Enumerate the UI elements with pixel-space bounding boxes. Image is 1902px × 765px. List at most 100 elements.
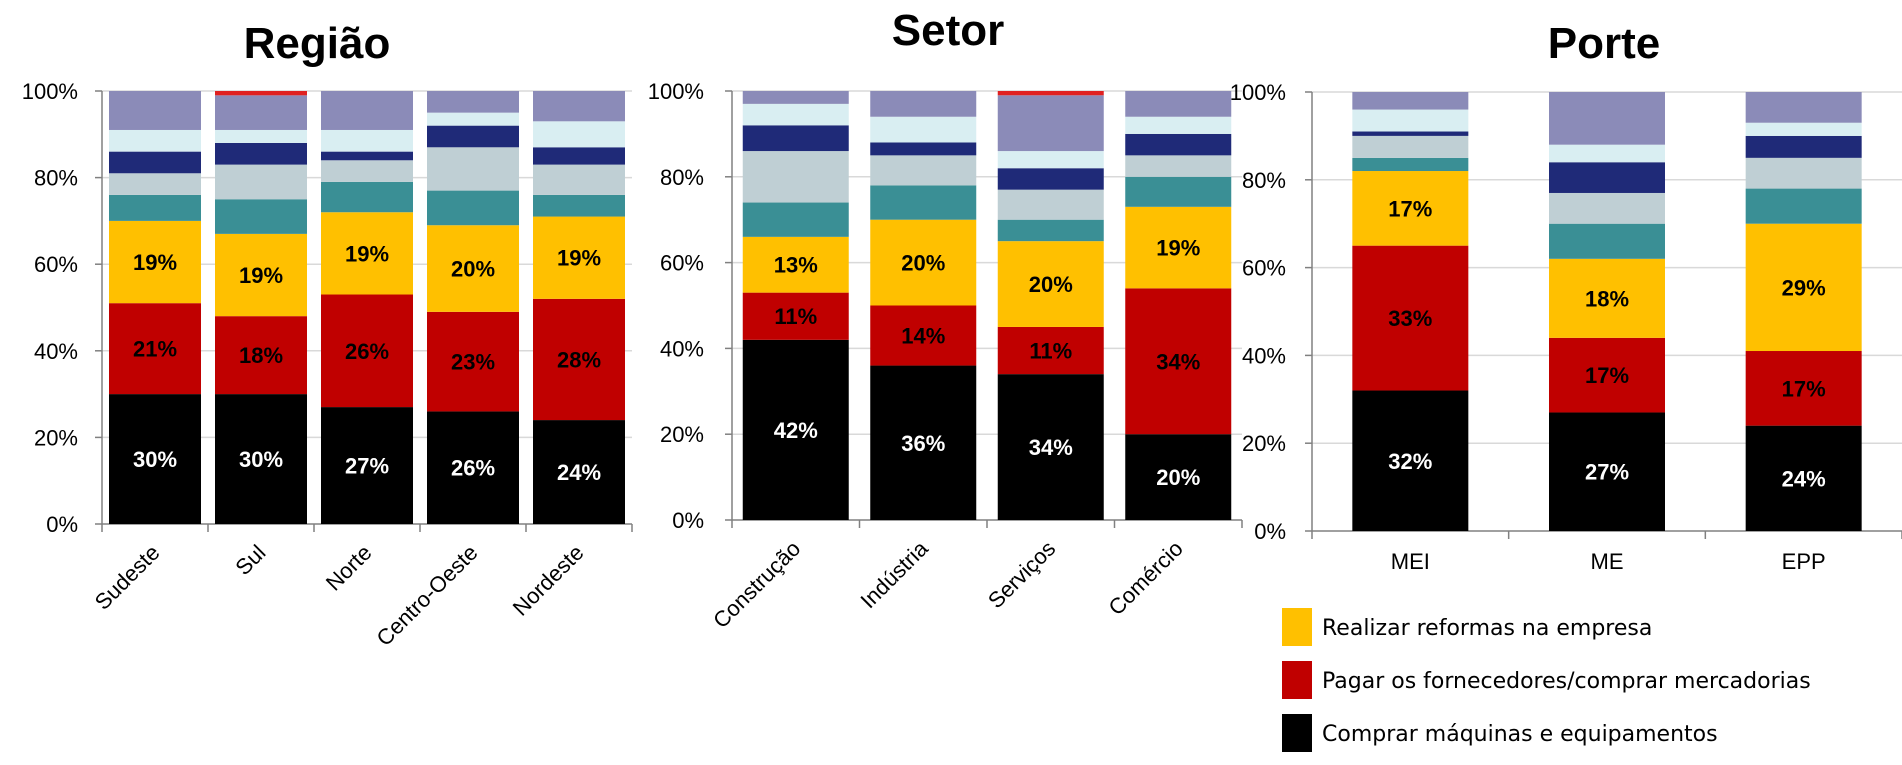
bar-segment-comercio-2 <box>1125 206 1232 289</box>
data-label: 19% <box>557 246 601 271</box>
bar-segment-sul-4 <box>215 164 307 200</box>
bar-segment-construcao-4 <box>742 151 849 203</box>
y-tick-label: 80% <box>34 166 78 191</box>
data-label: 17% <box>1585 363 1629 388</box>
chart-title: Porte <box>1548 19 1660 68</box>
legend-swatch <box>1282 608 1312 646</box>
data-label: 18% <box>239 343 283 368</box>
chart-regiao: Região 0% 20% 40% 60% 80% 100% 30% 21% 19% Sudeste… <box>22 19 633 651</box>
x-tick-label: Comércio <box>1104 536 1188 620</box>
bar-segment-nordeste-5 <box>533 147 625 165</box>
bar-segment-servicos-7 <box>997 95 1104 152</box>
bar-segment-norte-6 <box>321 129 413 152</box>
bar-segment-me-2 <box>1549 258 1665 338</box>
y-tick-label: 40% <box>34 339 78 364</box>
legend: Realizar reformas na empresa Pagar os for… <box>1282 608 1811 752</box>
data-label: 24% <box>1782 466 1826 491</box>
data-label: 20% <box>1029 272 1073 297</box>
bar-segment-nordeste-0 <box>533 420 625 524</box>
y-tick-label: 60% <box>34 252 78 277</box>
bar-segment-centro-oeste-2 <box>427 225 519 312</box>
bar-segment-sul-7 <box>215 95 307 130</box>
y-tick-label: 20% <box>1242 431 1286 456</box>
y-tick-label: 20% <box>34 425 78 450</box>
bar-segment-nordeste-4 <box>533 164 625 195</box>
data-label: 19% <box>239 263 283 288</box>
bar-segment-epp-0 <box>1745 425 1862 531</box>
bar-segment-industria-5 <box>870 142 977 156</box>
bar-segment-sul-3 <box>215 199 307 234</box>
data-label: 17% <box>1388 196 1432 221</box>
legend-label: Realizar reformas na empresa <box>1322 616 1652 641</box>
bar-segment-centro-oeste-5 <box>427 125 519 148</box>
bar-segment-epp-2 <box>1745 223 1862 352</box>
data-label: 28% <box>557 347 601 372</box>
bar-segment-servicos-8 <box>997 91 1104 96</box>
bar-segment-mei-6 <box>1352 109 1469 132</box>
bar-segment-industria-0 <box>870 365 977 520</box>
bar-segment-sudeste-7 <box>109 91 201 130</box>
data-label: 11% <box>1029 339 1072 364</box>
bar-segment-centro-oeste-4 <box>427 147 519 191</box>
bar-segment-sudeste-3 <box>109 194 201 221</box>
bar-segment-industria-1 <box>870 305 977 366</box>
bar-segment-epp-6 <box>1745 122 1862 136</box>
bar-segment-epp-3 <box>1745 188 1862 224</box>
bar-segment-me-0 <box>1549 412 1665 531</box>
x-tick-label: Centro-Oeste <box>371 540 482 651</box>
data-label: 14% <box>901 324 945 349</box>
bar-segment-mei-7 <box>1352 92 1469 110</box>
bar-segment-sul-2 <box>215 233 307 317</box>
bar-segment-mei-3 <box>1352 157 1469 172</box>
bar-segment-me-6 <box>1549 144 1665 163</box>
bar-segment-norte-5 <box>321 151 413 161</box>
bar-segment-centro-oeste-1 <box>427 311 519 412</box>
bar-segment-me-3 <box>1549 223 1665 259</box>
bar-segment-nordeste-7 <box>533 91 625 122</box>
bar-segment-servicos-0 <box>997 374 1104 520</box>
y-tick-label: 60% <box>660 251 704 276</box>
bar-segment-nordeste-3 <box>533 194 625 217</box>
bar-segment-mei-1 <box>1352 245 1469 391</box>
bar-segment-sul-8 <box>215 91 307 96</box>
y-tick-label: 0% <box>1254 519 1286 544</box>
bar-segment-sudeste-6 <box>109 129 201 152</box>
data-label: 23% <box>451 350 495 375</box>
y-tick-label: 60% <box>1242 256 1286 281</box>
bar-segment-me-5 <box>1549 162 1665 193</box>
bar-segment-sul-5 <box>215 142 307 165</box>
bar-segment-sudeste-0 <box>109 394 201 524</box>
x-tick-label: Nordeste <box>508 540 589 621</box>
bar-segment-industria-7 <box>870 91 977 117</box>
bar-segment-centro-oeste-0 <box>427 411 519 524</box>
bar-segment-servicos-6 <box>997 151 1104 169</box>
data-label: 20% <box>451 257 495 282</box>
bar-segment-mei-5 <box>1352 131 1469 136</box>
data-label: 24% <box>557 460 601 485</box>
bar-segment-nordeste-1 <box>533 298 625 421</box>
y-tick-label: 100% <box>22 79 78 104</box>
bar-segment-industria-3 <box>870 185 977 220</box>
bar-segment-mei-0 <box>1352 390 1469 531</box>
bar-segment-mei-4 <box>1352 135 1469 158</box>
data-label: 20% <box>901 251 945 276</box>
data-label: 17% <box>1782 376 1826 401</box>
bar-segment-construcao-7 <box>742 91 849 104</box>
bar-segment-epp-7 <box>1745 92 1862 123</box>
bar-segment-comercio-5 <box>1125 133 1232 156</box>
bar-segment-construcao-6 <box>742 103 849 126</box>
legend-swatch <box>1282 661 1312 699</box>
bar-segment-construcao-0 <box>742 339 849 520</box>
bar-segment-sudeste-4 <box>109 173 201 195</box>
legend-swatch <box>1282 714 1312 752</box>
legend-label: Comprar máquinas e equipamentos <box>1322 722 1718 747</box>
y-tick-label: 80% <box>1242 168 1286 193</box>
data-label: 33% <box>1388 306 1432 331</box>
data-label: 19% <box>1156 236 1200 261</box>
bar-segment-construcao-2 <box>742 236 849 293</box>
bar-segment-me-1 <box>1549 337 1665 413</box>
bar-segment-norte-1 <box>321 294 413 408</box>
bar-segment-construcao-1 <box>742 292 849 340</box>
chart-setor: Setor 0% 20% 40% 60% 80% 100% 42% 11% 13% Construç… <box>648 6 1243 633</box>
data-label: 21% <box>133 337 177 362</box>
